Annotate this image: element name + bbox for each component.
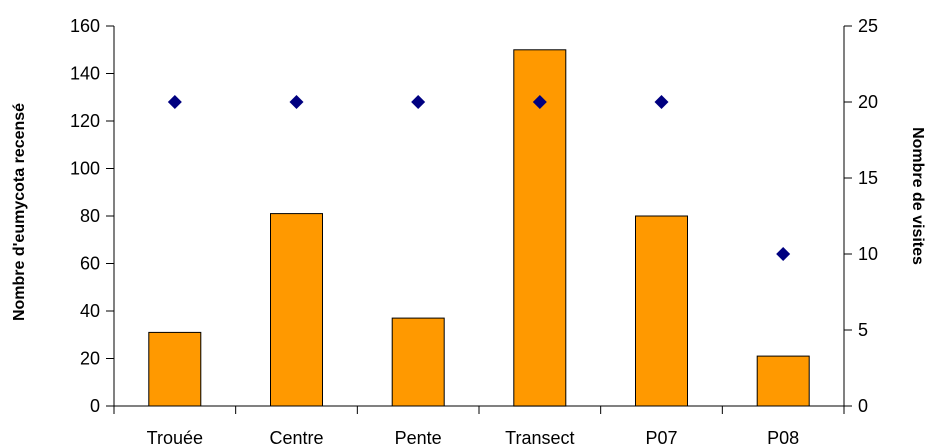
bar-1 [270,213,323,407]
bar-series [148,49,810,407]
left-tick-label-5: 100 [70,159,100,179]
left-tick-label-0: 0 [90,396,100,416]
left-tick-label-1: 20 [80,349,100,369]
bar-2 [391,317,445,407]
category-label-3: Transect [505,428,574,448]
bar-3 [513,49,567,407]
left-axis-title: Nombre d'eumycota recensé [11,103,28,321]
right-tick-label-0: 0 [858,396,868,416]
right-tick-label-2: 10 [858,244,878,264]
bar-5 [756,355,810,407]
category-label-5: P08 [767,428,799,448]
left-tick-label-8: 160 [70,16,100,36]
right-axis-title: Nombre de visites [909,127,926,265]
bar-0 [148,331,202,407]
left-tick-label-6: 120 [70,111,100,131]
left-tick-label-7: 140 [70,64,100,84]
category-label-1: Centre [269,428,323,448]
visit-marker-1 [289,95,304,109]
bar-4 [635,215,688,407]
visit-marker-5 [776,247,791,261]
right-tick-label-5: 25 [858,16,878,36]
right-tick-label-4: 20 [858,92,878,112]
right-tick-label-1: 5 [858,320,868,340]
visit-marker-4 [654,95,669,109]
category-label-2: Pente [395,428,442,448]
axes [106,25,852,414]
visit-marker-0 [167,95,182,109]
tick-labels: 0 20 40 60 80 100 120 140 160 0 5 10 15 20 25 Trouée Cen… [70,16,878,448]
left-tick-label-2: 40 [80,301,100,321]
left-tick-label-3: 60 [80,254,100,274]
left-tick-label-4: 80 [80,206,100,226]
visit-marker-3 [532,95,547,109]
category-label-0: Trouée [147,428,203,448]
visit-marker-2 [411,95,426,109]
marker-series [167,95,791,261]
right-tick-label-3: 15 [858,168,878,188]
category-label-4: P07 [645,428,677,448]
